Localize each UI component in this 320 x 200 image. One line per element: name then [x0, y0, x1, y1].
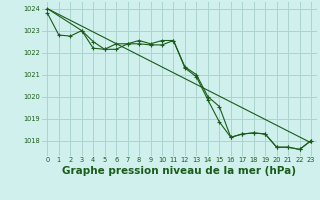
X-axis label: Graphe pression niveau de la mer (hPa): Graphe pression niveau de la mer (hPa): [62, 166, 296, 176]
